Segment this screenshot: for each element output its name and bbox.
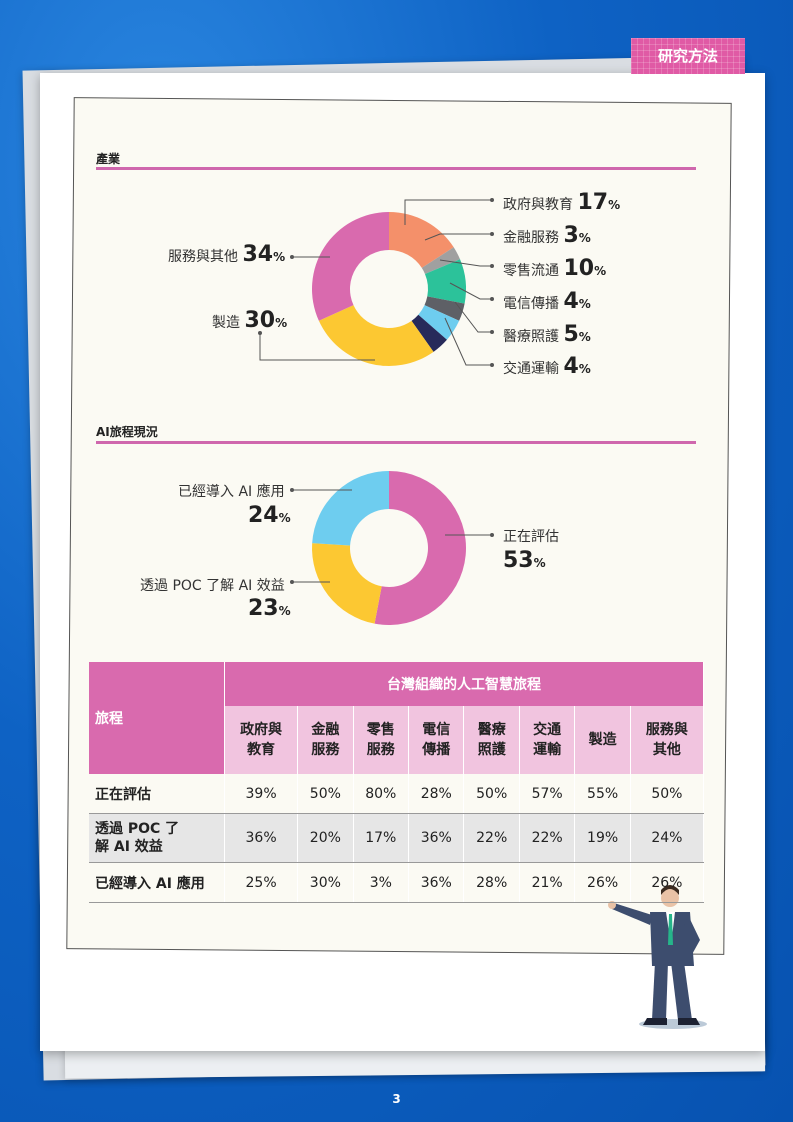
table-cell: 17% — [353, 813, 410, 863]
leader-line — [424, 233, 492, 241]
value-poc: 23% — [248, 596, 291, 621]
slice-5 — [411, 314, 447, 352]
slice-7 — [312, 212, 389, 321]
row-label: 已經導入 AI 應用 — [89, 862, 225, 903]
leader-line — [439, 259, 492, 267]
leader-line — [454, 301, 492, 333]
table-cell: 30% — [297, 862, 354, 903]
journey-table: 旅程 台灣組織的人工智慧旅程 政府與 教育 金融 服務 零售 服務 電信 傳播 醫療 照護 交通 運輸… — [89, 662, 705, 903]
table-cell: 28% — [463, 862, 520, 903]
industry-rule — [96, 167, 696, 170]
table-cell: 39% — [224, 774, 299, 814]
slice-2 — [424, 259, 466, 304]
slice-0 — [389, 212, 454, 268]
table-cell: 20% — [297, 813, 354, 863]
table-cell: 22% — [463, 813, 520, 863]
leader-dot — [490, 264, 494, 268]
slice-0 — [374, 471, 466, 626]
table-cell: 21% — [519, 862, 576, 903]
column-header: 製造 — [574, 706, 631, 774]
column-header: 電信 傳播 — [408, 706, 465, 774]
leader-line — [444, 317, 492, 366]
leader-lines — [258, 198, 494, 584]
label-gov-edu: 政府與教育 17% — [503, 190, 621, 215]
journey-rule — [96, 441, 696, 444]
leader-dot — [490, 533, 494, 537]
table-cell: 25% — [224, 862, 299, 903]
slice-6 — [318, 305, 434, 366]
table-cell: 57% — [519, 774, 576, 814]
leader-dot — [258, 331, 262, 335]
row-label: 正在評估 — [89, 774, 225, 814]
column-header: 醫療 照護 — [463, 706, 520, 774]
table-cell: 19% — [574, 813, 631, 863]
table-cell: 36% — [408, 813, 465, 863]
table-title: 台灣組織的人工智慧旅程 — [224, 662, 704, 706]
leader-line — [449, 282, 492, 300]
row-label: 透過 POC 了解 AI 效益 — [89, 813, 225, 863]
table-cell: 80% — [353, 774, 410, 814]
table-row: 透過 POC 了解 AI 效益 36% 20% 17% 36% 22% 22% 19% 24% — [89, 813, 705, 863]
column-header: 零售 服務 — [353, 706, 410, 774]
leader-dot — [490, 232, 494, 236]
leader-dot — [290, 255, 294, 259]
journey-section-title: AI旅程現況 — [96, 425, 158, 439]
table-row: 正在評估 39% 50% 80% 28% 50% 57% 55% 50% — [89, 774, 705, 814]
industry-section-title: 產業 — [96, 152, 121, 166]
leader-dot — [290, 488, 294, 492]
table-cell: 26% — [574, 862, 631, 903]
leader-line — [404, 199, 492, 225]
slice-4 — [418, 305, 460, 340]
leader-dot — [290, 580, 294, 584]
table-cell: 24% — [630, 813, 705, 863]
leader-dot — [490, 297, 494, 301]
label-adopted: 已經導入 AI 應用 — [178, 484, 285, 500]
slice-2 — [312, 471, 389, 546]
leader-line — [259, 333, 375, 361]
label-manufacturing: 製造 30% — [212, 308, 288, 333]
label-evaluating: 正在評估 — [503, 529, 559, 545]
leader-dot — [490, 330, 494, 334]
table-cell: 26% — [630, 862, 705, 903]
table-cell: 50% — [463, 774, 520, 814]
leader-dot — [490, 198, 494, 202]
page-number: 3 — [392, 1092, 401, 1106]
column-header: 金融 服務 — [297, 706, 354, 774]
label-retail: 零售流通 10% — [503, 256, 607, 281]
slice-3 — [424, 296, 465, 321]
industry-donut — [312, 212, 466, 366]
label-service-other: 服務與其他 34% — [168, 242, 286, 267]
table-row: 已經導入 AI 應用 25% 30% 3% 36% 28% 21% 26% 26% — [89, 862, 705, 903]
label-finance: 金融服務 3% — [503, 223, 591, 248]
section-tab: 研究方法 — [631, 38, 745, 74]
table-cell: 3% — [353, 862, 410, 903]
value-adopted: 24% — [248, 503, 291, 528]
table-cell: 55% — [574, 774, 631, 814]
slice-1 — [312, 543, 382, 624]
label-telecom: 電信傳播 4% — [503, 289, 591, 314]
table-cell: 50% — [297, 774, 354, 814]
journey-donut — [312, 471, 466, 626]
table-cell: 36% — [408, 862, 465, 903]
table-cell: 50% — [630, 774, 705, 814]
label-poc: 透過 POC 了解 AI 效益 — [140, 578, 285, 594]
column-header: 政府與 教育 — [224, 706, 299, 774]
table-corner: 旅程 — [89, 662, 225, 774]
label-transport: 交通運輸 4% — [503, 354, 591, 379]
leader-dot — [490, 363, 494, 367]
column-header: 服務與 其他 — [630, 706, 705, 774]
table-cell: 22% — [519, 813, 576, 863]
column-header: 交通 運輸 — [519, 706, 576, 774]
label-healthcare: 醫療照護 5% — [503, 322, 591, 347]
pointing-man-illustration — [608, 885, 707, 1029]
table-cell: 28% — [408, 774, 465, 814]
table-cell: 36% — [224, 813, 299, 863]
value-evaluating: 53% — [503, 548, 546, 573]
